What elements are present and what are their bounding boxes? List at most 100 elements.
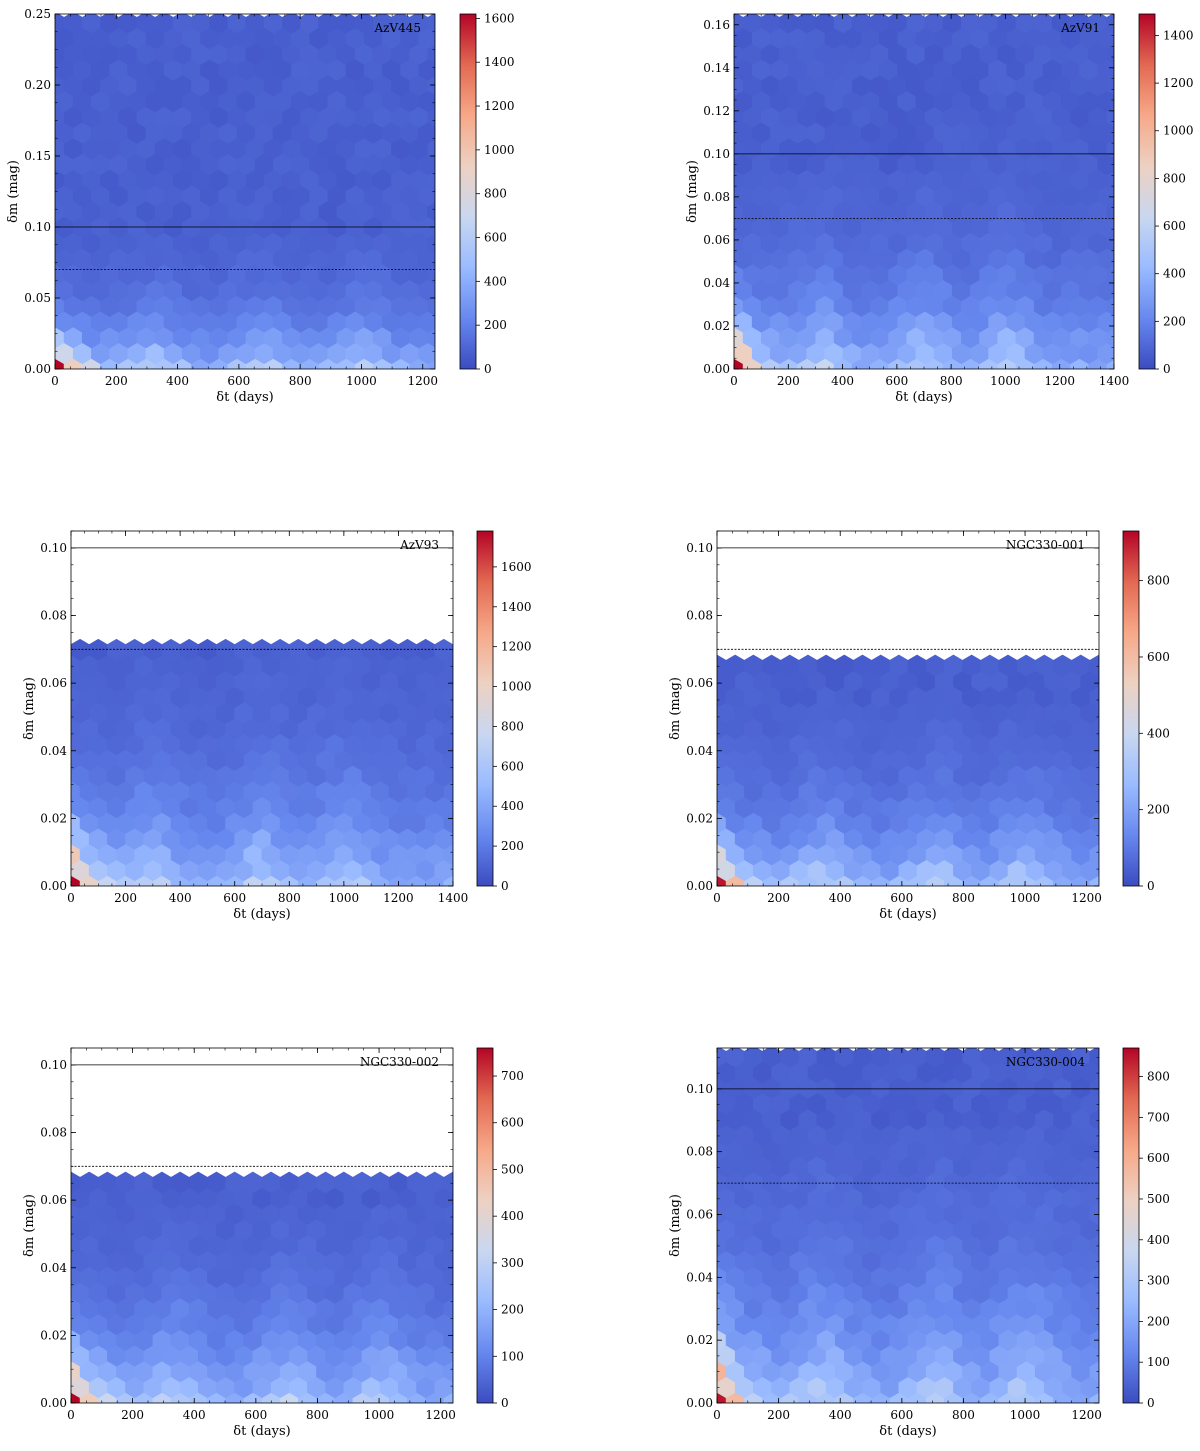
y-tick-label: 0.06	[686, 1208, 713, 1222]
hexbin-cell	[1116, 280, 1134, 301]
y-tick-label: 0.00	[703, 362, 730, 376]
hexbin-cell	[717, 875, 727, 886]
x-axis-title: δt (days)	[216, 390, 273, 405]
hexbin-cell	[1116, 185, 1134, 206]
axes-frame	[70, 1047, 454, 1404]
x-tick-label: 400	[169, 891, 192, 905]
colorbar-tick-label: 400	[501, 799, 524, 813]
x-tick-label: 1000	[364, 1408, 395, 1422]
hexbin-cell	[1116, 311, 1134, 332]
colorbar-tick-label: 600	[1147, 650, 1170, 664]
y-tick-label: 0.00	[686, 1396, 713, 1410]
y-tick-label: 0.02	[40, 811, 67, 825]
hexbin-cell	[1098, 1129, 1099, 1141]
hexbin-cell	[1106, 264, 1114, 285]
y-tick-label: 0.00	[24, 362, 51, 376]
hexbin-cell	[1098, 707, 1099, 719]
hexbin-cell	[437, 280, 455, 301]
hexbin-cell	[452, 738, 453, 750]
colorbar-tick-label: 1600	[501, 560, 532, 574]
y-tick-label: 0.06	[703, 233, 730, 247]
colorbar-tick-label: 300	[501, 1256, 524, 1270]
hexbin-cell	[452, 1350, 453, 1362]
colorbar	[1122, 530, 1140, 887]
hexbin-cell	[452, 707, 453, 719]
y-tick-label: 0.10	[686, 541, 713, 555]
y-tick-label: 0.15	[24, 149, 51, 163]
hexbin-cell	[1106, 44, 1114, 64]
hexbin-cell	[1098, 1224, 1099, 1236]
hexbin-cell	[1106, 201, 1114, 222]
y-tick-label: 0.20	[24, 78, 51, 92]
hexbin-cell	[734, 358, 744, 369]
x-tick-label: 400	[183, 1408, 206, 1422]
x-axis-title: δt (days)	[233, 1424, 290, 1439]
star-name-label: NGC330-004	[1006, 1055, 1085, 1069]
hexbin-cell	[1098, 738, 1099, 750]
hexbin-cell	[1098, 833, 1099, 845]
hexbin-cell	[452, 675, 453, 687]
hexbin-cell	[1116, 248, 1134, 269]
hexbin-cell	[437, 154, 455, 175]
hexbin-cell	[437, 248, 455, 269]
x-tick-label: 1200	[1071, 891, 1102, 905]
colorbar-tick-label: 400	[1163, 267, 1186, 281]
x-tick-label: 1000	[1010, 1408, 1041, 1422]
x-tick-label: 800	[289, 374, 312, 388]
y-tick-label: 0.04	[40, 1261, 67, 1275]
hexbin-cell	[1098, 1255, 1099, 1267]
colorbar-tick-label: 200	[1147, 803, 1170, 817]
panel-azv445: 0 200 400 600 800 1000 1200 0.00 0.05 0.10 0.15 0.2…	[6, 7, 515, 405]
y-tick-label: 0.14	[703, 61, 730, 75]
hexbin-cells	[71, 1171, 453, 1403]
y-tick-label: 0.02	[686, 811, 713, 825]
y-tick-label: 0.00	[686, 879, 713, 893]
y-tick-label: 0.25	[24, 7, 51, 21]
y-tick-label: 0.00	[40, 879, 67, 893]
panel-ngc330-001: 0 200 400 600 800 1000 1200 0.00 0.02 0.04 0.06 0.0…	[668, 530, 1170, 922]
colorbar-tick-label: 800	[1147, 574, 1170, 588]
hexbin-cell	[452, 770, 453, 782]
hexbin-cell	[452, 1255, 453, 1267]
hexbin-cell	[1089, 1048, 1099, 1068]
colorbar-tick-label: 1200	[484, 99, 515, 113]
colorbar-tick-label: 200	[501, 839, 524, 853]
colorbar-tick-label: 0	[1147, 879, 1155, 893]
x-tick-label: 600	[890, 1408, 913, 1422]
hexbin-cell	[71, 1392, 81, 1403]
colorbar-tick-label: 400	[501, 1209, 524, 1223]
hexbin-cell	[452, 801, 453, 813]
hexbin-cell	[1098, 1381, 1099, 1393]
y-tick-label: 0.06	[40, 1193, 67, 1207]
x-tick-label: 0	[67, 891, 75, 905]
x-tick-label: 600	[227, 374, 250, 388]
x-tick-label: 600	[890, 891, 913, 905]
hexbin-cell	[1106, 14, 1114, 33]
hexbin-cell	[1106, 327, 1114, 348]
colorbar-tick-label: 400	[1147, 1233, 1170, 1247]
x-tick-label: 1200	[1071, 1408, 1102, 1422]
colorbar-tick-label: 100	[501, 1349, 524, 1363]
hexbin-cell	[1098, 1350, 1099, 1362]
x-tick-label: 800	[278, 891, 301, 905]
hexbin-cell	[437, 122, 455, 143]
y-tick-label: 0.05	[24, 291, 51, 305]
colorbar-tick-label: 800	[1163, 171, 1186, 185]
colorbar-tick-label: 0	[1163, 362, 1171, 376]
panel-ngc330-004: 0 200 400 600 800 1000 12000.000.020.040.060.0…	[668, 1047, 1170, 1439]
x-tick-label: 600	[244, 1408, 267, 1422]
x-tick-label: 800	[952, 1408, 975, 1422]
x-tick-label: 0	[51, 374, 59, 388]
colorbar-tick-label: 800	[501, 719, 524, 733]
x-tick-label: 1000	[990, 374, 1021, 388]
colorbar	[459, 13, 477, 370]
hexbin-cell	[452, 1192, 453, 1204]
x-axis-title: δt (days)	[233, 907, 290, 922]
colorbar-tick-label: 0	[1147, 1396, 1155, 1410]
x-tick-label: 800	[306, 1408, 329, 1422]
hexbin-cell	[427, 14, 435, 33]
colorbar-tick-label: 1000	[1163, 124, 1194, 138]
colorbar-tick-label: 1400	[1163, 28, 1194, 42]
colorbar-tick-label: 500	[1147, 1192, 1170, 1206]
